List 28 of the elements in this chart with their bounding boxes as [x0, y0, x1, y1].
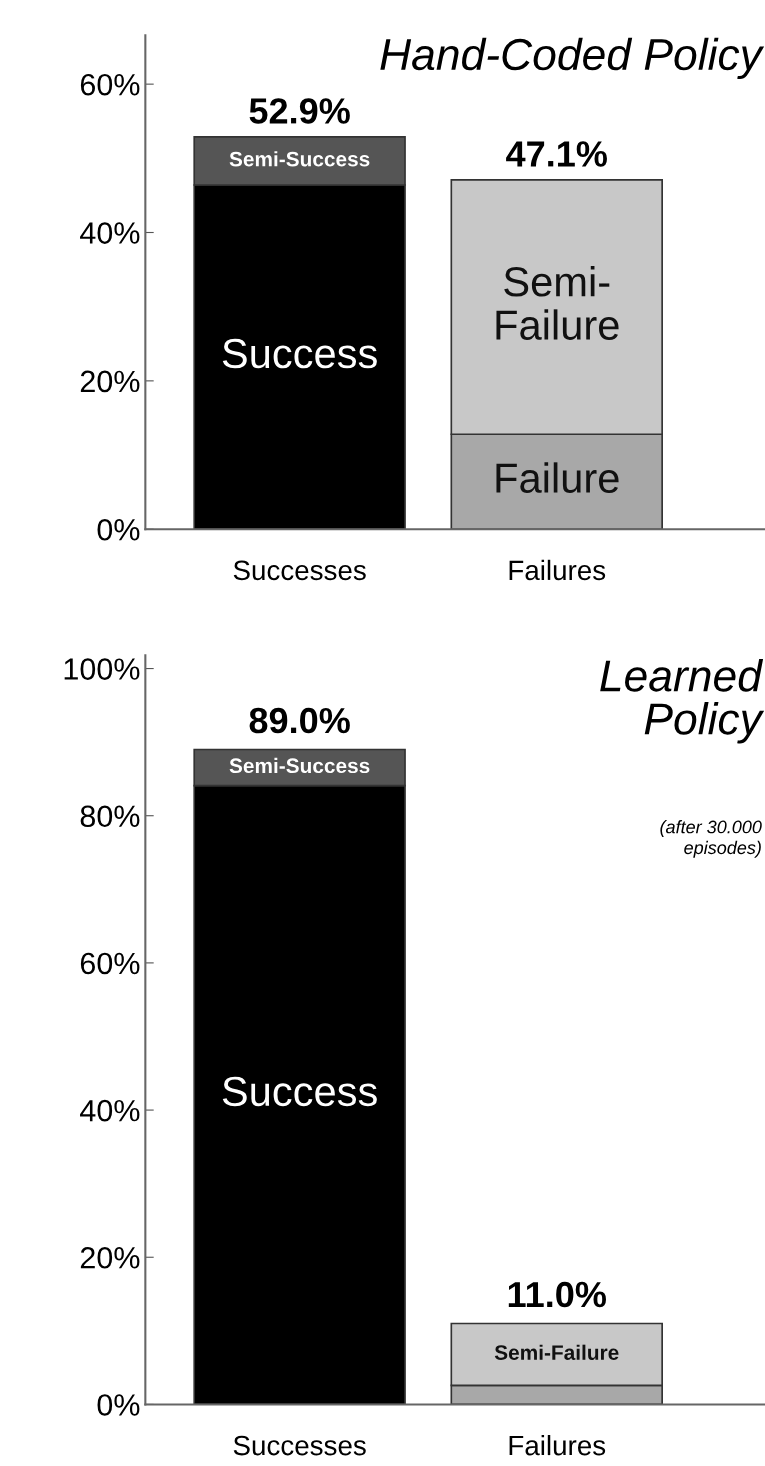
series-label: Success — [222, 338, 377, 369]
chart-title: Hand-Coded Policy — [380, 37, 765, 80]
y-tick-label: 0% — [97, 518, 140, 541]
total-label: 11.0% — [508, 1281, 606, 1308]
y-tick-label: 80% — [80, 805, 140, 828]
y-tick-label: 20% — [80, 1246, 140, 1269]
y-tick-label: 40% — [80, 1099, 140, 1122]
text: Learned Policy — [600, 659, 765, 744]
y-tick-label: 60% — [80, 73, 140, 96]
x-tick-label: Failures — [509, 1434, 606, 1456]
y-tick-label: 0% — [97, 1394, 140, 1416]
x-tick-label: Successes — [233, 560, 366, 581]
total-label: 52.9% — [249, 98, 350, 124]
series-label: Semi-Failure — [494, 1344, 619, 1360]
total-label: 89.0% — [249, 707, 350, 734]
y-tick-label: 40% — [80, 222, 140, 244]
x-tick-label: Failures — [509, 559, 606, 581]
series-label: Success — [222, 1076, 377, 1107]
series-label: Failure — [496, 462, 619, 493]
x-tick-label: Successes — [233, 1435, 366, 1456]
series-label: Semi- Failure — [496, 265, 619, 340]
y-tick-label: 100% — [64, 658, 140, 680]
y-tick-label: 60% — [80, 952, 140, 975]
series-label: Semi-Success — [229, 151, 370, 167]
series-label: Semi-Success — [229, 757, 370, 774]
total-label: 47.1% — [506, 141, 607, 167]
text: (after 30.000 episodes) — [660, 820, 762, 858]
y-tick-label: 20% — [80, 370, 140, 393]
